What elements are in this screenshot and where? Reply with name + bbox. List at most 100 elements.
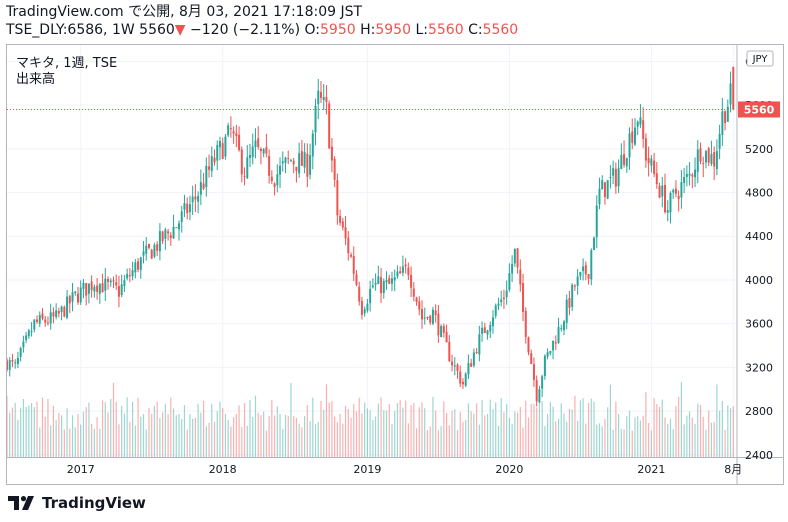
candle-body [249,154,251,158]
candle-body [276,174,279,186]
volume-bar [675,405,677,457]
candle-body [661,185,664,197]
volume-bar [708,410,710,457]
candle-body [16,357,19,364]
candle-body [259,148,262,152]
candle-body [445,331,448,343]
candle-body [317,90,320,105]
volume-bar [254,395,257,457]
candle-body [470,363,473,367]
volume-legend[interactable]: 出来高 [16,72,56,87]
volume-bar [432,396,434,457]
volume-bar [192,418,194,457]
open-label: O: [304,22,321,38]
candle-body [647,157,650,164]
candle-body [614,168,617,187]
volume-bar [178,413,180,457]
volume-bar [197,403,199,457]
candle-body [333,158,336,180]
candle-body [55,310,58,317]
candle-body [497,303,500,306]
candle-body [257,138,260,147]
volume-bar [478,424,480,457]
volume-bar [268,416,270,457]
down-arrow-icon: ▼ [174,22,186,38]
volume-bar [497,425,500,457]
candle-body [57,310,60,314]
volume-bar [699,405,702,457]
candle-body [704,150,707,163]
volume-bar [405,400,407,457]
volume-bar [85,407,87,457]
candle-body [404,264,407,267]
candle-body [669,193,672,213]
volume-bar [552,406,554,457]
symbol-legend[interactable]: マキタ, 1週, TSE [16,56,118,71]
currency-badge [746,50,774,67]
volume-bar [459,411,461,457]
volume-bar [489,399,491,457]
volume-bar [211,403,213,457]
candle-body [126,273,129,279]
volume-bar [213,421,216,457]
volume-bar [396,403,399,457]
candle-body [68,296,71,304]
candle-body [691,174,694,177]
candle-body [639,117,642,125]
candle-body [448,341,451,362]
candle-body [360,300,363,315]
volume-bar [301,427,303,457]
volume-bar [257,412,259,457]
volume-bar [574,395,576,457]
candle-body [82,282,85,289]
candle-body [677,195,680,200]
candle-body [467,363,470,375]
candle-body [306,153,309,177]
volume-bar [134,425,136,457]
candle-body [238,134,241,151]
candle-body [93,286,96,292]
volume-bar [131,401,134,457]
volume-bar [175,415,177,457]
volume-bar [101,400,104,457]
volume-bar [290,382,292,457]
footer-logo[interactable]: TradingView [8,493,146,513]
volume-bar [151,413,153,457]
volume-bar [249,400,251,457]
candle-body [279,165,282,175]
candle-body [546,352,549,357]
candle-body [584,265,587,275]
candle-body [262,149,265,154]
candle-body [685,173,688,177]
volume-bar [358,397,360,457]
volume-bar [454,409,456,457]
candle-body [664,184,667,213]
volume-bar [156,401,158,457]
candle-body [322,96,325,101]
volume-bar [287,415,289,457]
candle-body [606,180,609,199]
candle-body [7,360,8,370]
candle-body [188,204,191,213]
candle-body [216,145,219,161]
price-chart[interactable]: 2400280032003600400044004800520056006000… [7,45,783,484]
candle-body [532,364,535,380]
volume-bar [320,401,322,457]
candle-body [52,312,55,317]
volume-bar [39,427,41,457]
volume-bar [36,401,38,457]
volume-bar [402,407,404,457]
volume-bar [462,421,464,457]
y-tick-label: 4400 [745,230,773,243]
candle-body [721,111,724,135]
volume-bar [202,400,205,457]
volume-bar [495,402,497,457]
volume-bar [664,417,666,457]
candle-body [311,133,314,157]
candle-body [336,180,339,216]
volume-bar [276,406,278,457]
volume-bar [374,416,377,457]
candle-body [562,321,565,331]
volume-bar [394,410,396,457]
candle-body [36,319,39,322]
